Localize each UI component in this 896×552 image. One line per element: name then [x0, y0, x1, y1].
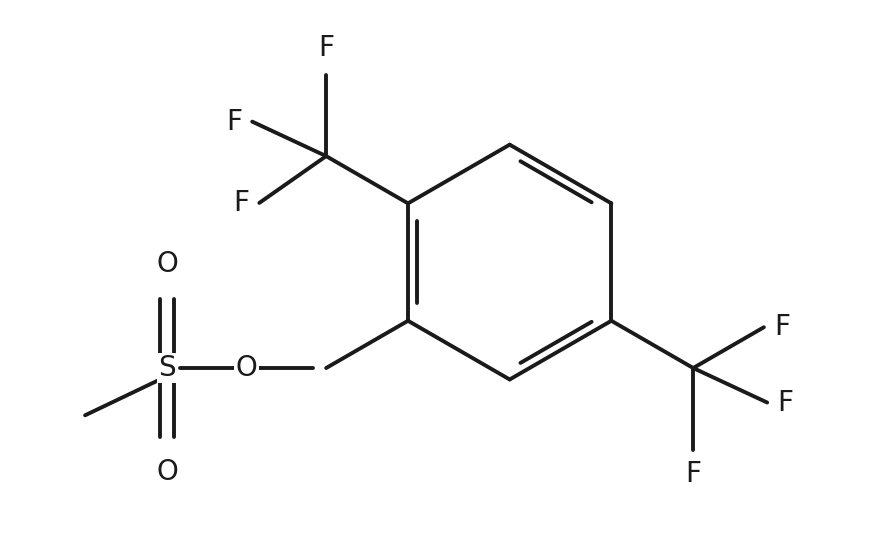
Text: F: F — [777, 389, 793, 417]
Text: F: F — [233, 189, 249, 217]
Text: F: F — [318, 34, 334, 62]
Text: F: F — [227, 108, 242, 136]
Text: O: O — [156, 458, 177, 486]
Text: S: S — [159, 354, 176, 382]
Text: F: F — [774, 313, 790, 341]
Text: O: O — [156, 251, 177, 279]
Text: O: O — [236, 354, 257, 382]
Text: F: F — [685, 460, 702, 487]
